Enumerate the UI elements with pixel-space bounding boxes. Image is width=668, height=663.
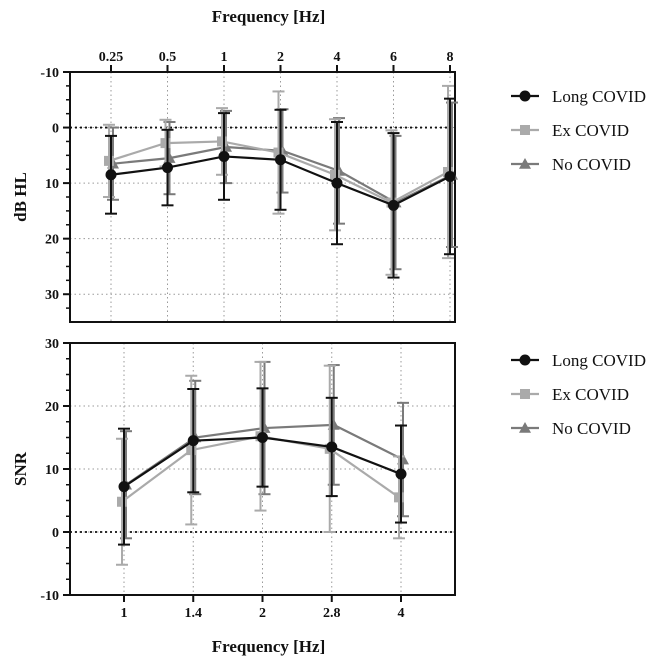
y-tick-label: -10	[40, 589, 59, 604]
y-tick-label: 0	[52, 526, 59, 541]
data-point-circle	[187, 435, 199, 447]
y-tick-label: 20	[45, 400, 59, 415]
x-tick-label: 1	[121, 606, 128, 621]
x-tick-label: 1	[221, 50, 228, 65]
data-point-square	[186, 445, 197, 456]
legend-label: Ex COVID	[552, 385, 629, 404]
x-tick-label: 0.25	[99, 50, 124, 65]
data-point-circle	[105, 169, 117, 181]
data-point-circle	[331, 177, 343, 189]
legend-marker-circle	[519, 354, 531, 366]
legend-marker-triangle	[519, 158, 531, 169]
series-long-covid	[118, 387, 407, 546]
y-tick-label: 10	[45, 463, 59, 478]
legend-item: Ex COVID	[511, 385, 629, 404]
x-tick-label: 4	[398, 606, 405, 621]
data-point-square	[273, 147, 284, 158]
data-point-circle	[257, 432, 268, 443]
hearing-threshold-panel: -10 0 10 20 30 0.25 0.5 1 2 4 6 8 Frequency [Hz] dB H…	[11, 7, 646, 323]
legend-marker-square	[520, 389, 530, 399]
x-tick-label: 2	[259, 606, 266, 621]
x-tick-label: 2.8	[323, 606, 341, 621]
data-point-circle	[326, 441, 338, 453]
y-tick-label: 0	[52, 122, 59, 137]
legend-marker-circle	[519, 90, 531, 102]
y-tick-label: 20	[45, 233, 59, 248]
y-tick-label: 30	[45, 288, 59, 303]
data-point-circle	[444, 170, 456, 182]
legend-label: No COVID	[552, 155, 631, 174]
y-tick-label: 30	[45, 337, 59, 352]
x-tick-label: 1.4	[185, 606, 203, 621]
series-ex-covid	[103, 84, 454, 276]
data-point-square	[330, 169, 340, 180]
legend-marker-triangle	[519, 422, 531, 433]
x-tick-label: 8	[447, 50, 454, 65]
data-point-circle	[388, 199, 399, 211]
x-tick-label: 6	[390, 50, 397, 65]
legend-item: No COVID	[511, 155, 631, 174]
snr-panel: -10 0 10 20 30 1 1.4 2 2.8 4 Frequency [Hz] SNR Long…	[11, 337, 646, 656]
legend-item: Ex COVID	[511, 121, 629, 140]
data-point-circle	[162, 162, 173, 174]
data-point-square	[217, 136, 227, 147]
data-point-square	[394, 492, 404, 503]
legend-label: Long COVID	[552, 351, 646, 370]
legend-item: Long COVID	[511, 87, 646, 106]
y-tick-label: 10	[45, 177, 59, 192]
data-point-square	[117, 496, 127, 507]
x-tick-label: 2	[277, 50, 284, 65]
grid	[70, 72, 455, 322]
data-point-circle	[395, 468, 407, 480]
legend-item: Long COVID	[511, 351, 646, 370]
y-axis-title: SNR	[11, 451, 30, 486]
x-tick-label: 4	[334, 50, 341, 65]
x-axis-title: Frequency [Hz]	[212, 7, 325, 26]
y-axis-title: dB HL	[11, 172, 30, 222]
data-point-square	[104, 155, 114, 166]
legend-label: No COVID	[552, 419, 631, 438]
data-point-circle	[275, 154, 286, 166]
legend: Long COVID Ex COVID No COVID	[511, 351, 646, 438]
data-point-square	[160, 138, 171, 149]
data-point-circle	[218, 150, 230, 162]
legend-marker-square	[520, 125, 530, 135]
legend-item: No COVID	[511, 419, 631, 438]
legend: Long COVID Ex COVID No COVID	[511, 87, 646, 174]
data-point-circle	[118, 481, 130, 493]
y-tick-label: -10	[40, 66, 59, 81]
x-axis-title: Frequency [Hz]	[212, 637, 325, 656]
x-tick-label: 0.5	[159, 50, 177, 65]
legend-label: Long COVID	[552, 87, 646, 106]
series-long-covid	[105, 97, 456, 279]
legend-label: Ex COVID	[552, 121, 629, 140]
plot-frame	[69, 71, 456, 323]
